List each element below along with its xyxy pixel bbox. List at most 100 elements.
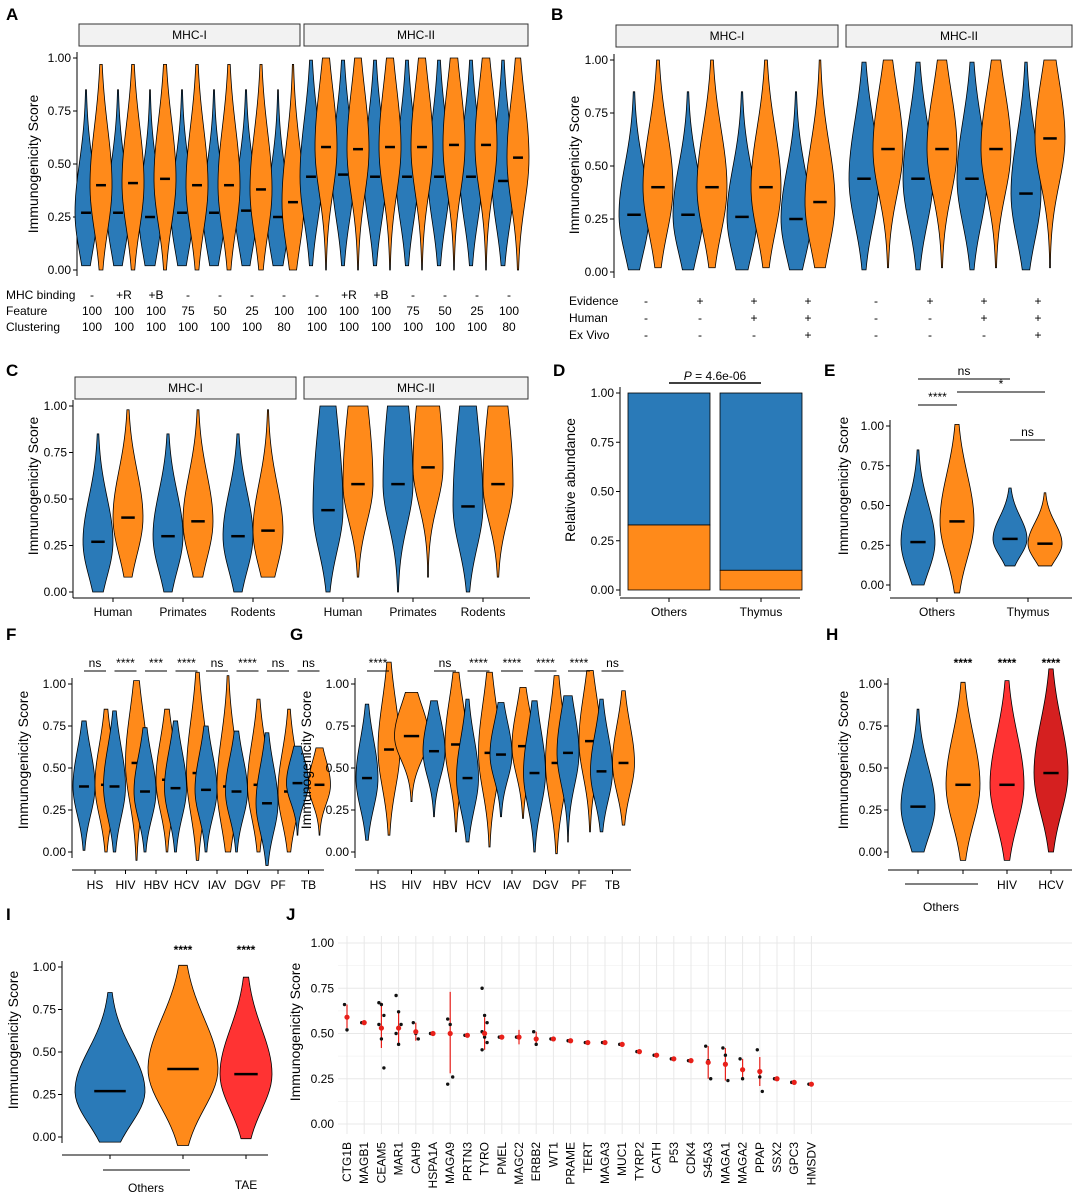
violin-non-immunogenic [1010, 61, 1042, 271]
x-tick-label: HS [87, 878, 104, 892]
y-tick-label: 1.00 [859, 677, 883, 691]
data-point [482, 1013, 487, 1018]
x-tick-label: P53 [667, 1142, 681, 1164]
mean-point [361, 1020, 367, 1026]
violin-non-immunogenic [902, 61, 934, 271]
mean-point [533, 1036, 539, 1042]
condition-value: - [507, 288, 511, 302]
violin-others-immunogenic [147, 964, 219, 1146]
x-tick-label: Thymus [1007, 605, 1050, 619]
panel-label: E [824, 361, 835, 380]
x-tick-label: ERBB2 [529, 1142, 543, 1182]
y-tick-label: 1.00 [326, 677, 350, 691]
x-tick-label: HBV [144, 878, 169, 892]
panel-label: F [6, 625, 16, 644]
data-point [446, 1082, 450, 1086]
condition-value: 50 [438, 304, 452, 318]
x-tick-label: MAGA1 [718, 1142, 732, 1184]
x-tick-label: CDK4 [684, 1142, 698, 1174]
condition-value: + [926, 294, 933, 308]
y-tick-label: 0.00 [43, 845, 67, 859]
x-tick-label: Human [324, 605, 363, 619]
mean-point [413, 1029, 419, 1035]
condition-value: - [752, 328, 756, 342]
data-point [377, 1001, 381, 1005]
y-tick-label: 0.25 [311, 1072, 335, 1086]
panel-label: G [290, 625, 303, 644]
panel-label: J [286, 905, 295, 924]
significance-label: **** [1042, 656, 1061, 670]
x-tick-label: PPAP [753, 1142, 767, 1173]
condition-value: - [443, 288, 447, 302]
mean-point [568, 1038, 574, 1044]
condition-value: - [250, 288, 254, 302]
x-tick-label: Primates [389, 605, 436, 619]
y-tick-label: 0.25 [585, 212, 609, 226]
x-tick-label: Others [651, 605, 687, 619]
significance-label: ns [272, 656, 285, 670]
condition-value: - [411, 288, 415, 302]
violin-immunogenic [980, 59, 1012, 269]
condition-value: +R [116, 288, 132, 302]
data-point [709, 1077, 713, 1081]
row-label: MHC binding [6, 288, 75, 302]
violin-non-immunogenic [286, 745, 309, 836]
violin-hcv [1033, 668, 1069, 853]
y-axis-title: Immunogenicity Score [566, 96, 582, 235]
condition-value: - [874, 311, 878, 325]
x-tick-label: IAV [503, 878, 521, 892]
condition-value: - [644, 294, 648, 308]
condition-value: 100 [371, 320, 391, 334]
violin-immunogenic [696, 59, 728, 269]
violin-non-immunogenic [82, 433, 114, 593]
condition-value: + [980, 311, 987, 325]
significance-label: ns [958, 364, 971, 378]
condition-value: + [750, 294, 757, 308]
y-tick-label: 0.75 [48, 104, 72, 118]
violin-immunogenic [153, 63, 177, 271]
mean-point [344, 1014, 350, 1020]
data-point [394, 1031, 398, 1036]
condition-value: - [644, 311, 648, 325]
facet-strip [615, 24, 839, 48]
violin-non-immunogenic [255, 732, 279, 866]
x-tick-label: Rodents [231, 605, 276, 619]
row-label: Feature [6, 304, 48, 318]
violin-non-immunogenic [992, 487, 1028, 567]
x-tick-label: CEAM5 [374, 1142, 388, 1184]
y-tick-label: 1.00 [311, 936, 335, 950]
x-tick-label: MUC1 [615, 1142, 629, 1176]
y-tick-label: 0.75 [585, 106, 609, 120]
x-tick-label: HIV [115, 878, 135, 892]
x-tick-label: MAGA9 [443, 1142, 457, 1184]
x-tick-label: HIV [401, 878, 421, 892]
x-tick-label: PF [270, 878, 285, 892]
y-tick-label: 0.50 [33, 1045, 57, 1059]
x-tick-label: TAE [235, 1178, 257, 1192]
significance-label: **** [954, 656, 973, 670]
mean-point [516, 1034, 522, 1040]
y-tick-label: 0.75 [591, 435, 615, 449]
y-tick-label: 1.00 [591, 386, 615, 400]
significance-label: ns [439, 656, 452, 670]
condition-value: + [696, 294, 703, 308]
condition-value: 100 [146, 304, 166, 318]
significance-label: **** [369, 656, 388, 670]
data-point [738, 1057, 742, 1061]
x-tick-label: MAGA2 [736, 1142, 750, 1184]
y-tick-label: 0.00 [585, 265, 609, 279]
bar-non-immunogenic [627, 392, 711, 526]
data-point [448, 1022, 452, 1027]
x-tick-label: HMSDV [804, 1142, 818, 1185]
y-tick-label: 0.50 [326, 761, 350, 775]
y-tick-label: 0.50 [44, 492, 68, 506]
condition-value: - [315, 288, 319, 302]
y-tick-label: 0.25 [861, 538, 885, 552]
data-point [411, 1020, 415, 1025]
data-point [396, 1010, 401, 1014]
y-tick-label: 1.00 [48, 51, 72, 65]
significance-label: **** [238, 656, 257, 670]
x-tick-label: HCV [1038, 878, 1063, 892]
violin-immunogenic [89, 63, 113, 271]
x-tick-label: Rodents [461, 605, 506, 619]
